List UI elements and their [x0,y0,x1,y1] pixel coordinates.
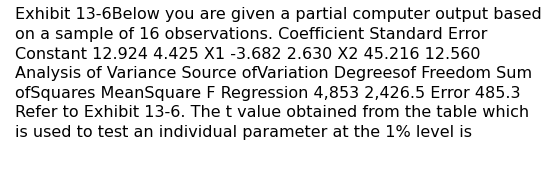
Text: Exhibit 13-6Below you are given a partial computer output based
on a sample of 1: Exhibit 13-6Below you are given a partia… [16,7,542,140]
